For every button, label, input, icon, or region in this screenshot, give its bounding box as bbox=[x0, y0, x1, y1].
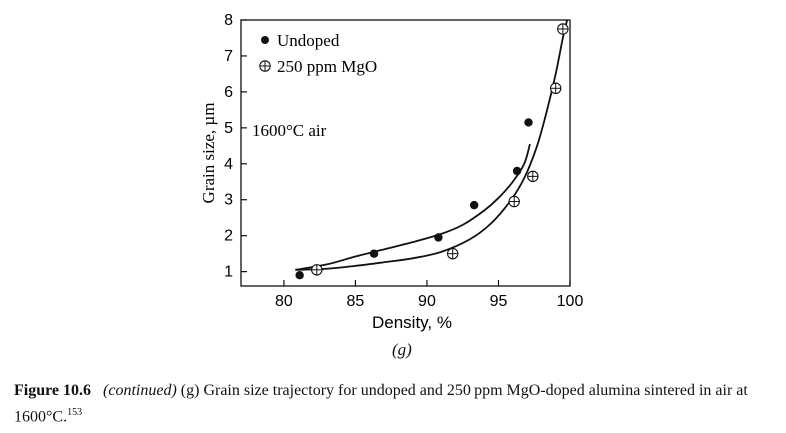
point-mgo bbox=[311, 264, 323, 276]
data-points bbox=[295, 23, 569, 280]
y-tick-label: 8 bbox=[224, 12, 233, 29]
x-tick-label: 80 bbox=[275, 293, 293, 310]
point-mgo bbox=[549, 82, 562, 95]
y-tick-label: 4 bbox=[224, 156, 233, 173]
y-axis-ticks: 1 2 3 4 5 6 7 8 bbox=[224, 12, 247, 281]
plot-frame bbox=[240, 19, 571, 287]
point-undoped bbox=[469, 200, 479, 210]
point-mgo bbox=[508, 195, 520, 208]
point-undoped bbox=[295, 271, 304, 280]
x-tick-label: 95 bbox=[490, 293, 508, 310]
point-mgo bbox=[446, 247, 459, 260]
annotation-condition: 1600°C air bbox=[252, 121, 327, 140]
x-tick-label: 100 bbox=[557, 293, 584, 310]
legend-marker-undoped bbox=[261, 36, 269, 44]
y-tick-label: 1 bbox=[224, 264, 233, 281]
y-tick-label: 7 bbox=[224, 48, 233, 65]
fit-curve-undoped bbox=[295, 143, 531, 271]
x-axis-ticks: 80 85 90 95 100 bbox=[275, 280, 583, 310]
legend-label-mgo: 250 ppm MgO bbox=[277, 57, 377, 76]
caption-text: (g) Grain size trajectory for undoped an… bbox=[14, 382, 748, 426]
caption-reference: 153 bbox=[67, 407, 83, 418]
y-tick-label: 3 bbox=[224, 192, 233, 209]
legend-label-undoped: Undoped bbox=[277, 31, 340, 50]
y-axis-label: Grain size, µm bbox=[199, 103, 218, 204]
legend-marker-mgo bbox=[259, 60, 271, 72]
point-undoped bbox=[512, 166, 522, 176]
point-mgo bbox=[527, 170, 539, 183]
point-mgo bbox=[557, 23, 569, 35]
figure-number: Figure 10.6 bbox=[14, 382, 92, 399]
panel-label: (g) bbox=[392, 340, 412, 359]
y-tick-label: 5 bbox=[224, 120, 233, 137]
x-tick-label: 85 bbox=[347, 293, 365, 310]
y-tick-label: 6 bbox=[224, 84, 233, 101]
caption-continued: (continued) bbox=[103, 382, 177, 399]
x-axis-label: Density, % bbox=[372, 313, 452, 332]
point-undoped bbox=[369, 249, 379, 258]
x-tick-label: 90 bbox=[418, 293, 436, 310]
grain-size-chart: 80 85 90 95 100 1 2 3 4 5 6 7 8 Density, % Grain si… bbox=[199, 12, 583, 332]
legend: Undoped 250 ppm MgO bbox=[259, 31, 377, 76]
y-tick-label: 2 bbox=[224, 228, 233, 245]
point-undoped bbox=[524, 118, 533, 127]
point-undoped bbox=[434, 233, 443, 242]
figure-caption: Figure 10.6 (continued) (g) Grain size t… bbox=[14, 380, 784, 428]
